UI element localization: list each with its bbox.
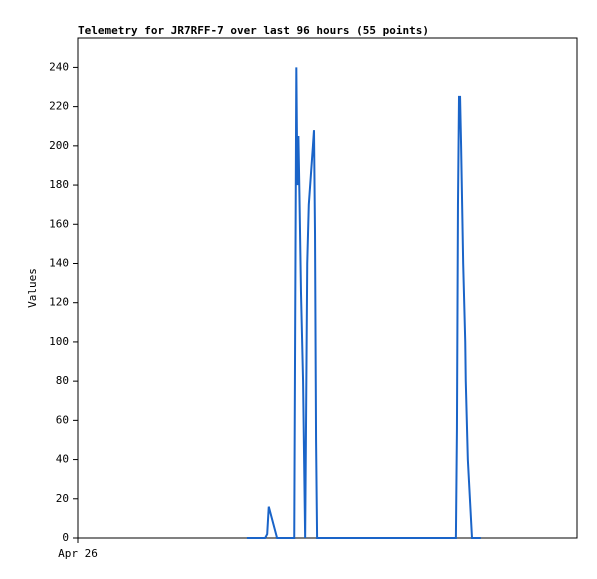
chart-title: Telemetry for JR7RFF-7 over last 96 hour… — [78, 24, 429, 37]
y-axis-label: Values — [26, 268, 39, 308]
y-tick-label: 100 — [49, 335, 69, 348]
y-tick-label: 220 — [49, 100, 69, 113]
y-tick-label: 120 — [49, 296, 69, 309]
y-tick-label: 20 — [56, 492, 69, 505]
y-tick-label: 140 — [49, 256, 69, 269]
y-tick-label: 60 — [56, 413, 69, 426]
y-tick-label: 200 — [49, 139, 69, 152]
plot-frame — [77, 37, 578, 539]
y-tick-label: 160 — [49, 217, 69, 230]
y-tick-label: 0 — [62, 531, 69, 544]
y-tick-label: 40 — [56, 453, 69, 466]
y-tick-label: 80 — [56, 374, 69, 387]
x-tick-label: Apr 26 — [58, 547, 98, 560]
y-tick-label: 180 — [49, 178, 69, 191]
data-line — [246, 67, 481, 539]
y-tick-label: 240 — [49, 60, 69, 73]
